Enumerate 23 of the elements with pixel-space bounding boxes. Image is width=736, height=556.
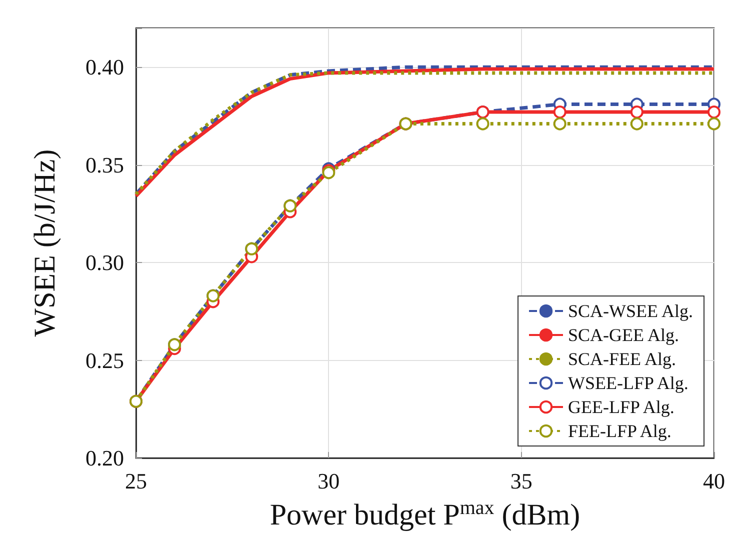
x-tick-label: 40	[703, 468, 725, 494]
point	[630, 106, 644, 119]
legend-label: WSEE-LFP Alg.	[568, 373, 688, 393]
legend-label: SCA-GEE Alg.	[568, 325, 680, 345]
y-tick-label: 0.40	[86, 54, 124, 80]
legend-label: SCA-WSEE Alg.	[568, 301, 694, 321]
y-axis-title: WSEE (b/J/Hz)	[28, 149, 62, 337]
x-tick-label: 25	[125, 468, 147, 494]
y-tick-label: 0.30	[86, 250, 124, 276]
x-tick-label: 35	[510, 468, 532, 494]
point	[476, 117, 490, 130]
y-tick-label: 0.35	[86, 152, 124, 178]
point	[553, 106, 566, 119]
legend-label: SCA-FEE Alg.	[568, 349, 676, 369]
legend-label: FEE-LFP Alg.	[568, 421, 672, 441]
point	[708, 117, 720, 130]
y-tick-label: 0.20	[86, 446, 124, 470]
legend-label: GEE-LFP Alg.	[568, 397, 674, 417]
point	[708, 106, 720, 119]
x-tick-label: 30	[318, 468, 340, 494]
y-tick-label: 0.25	[86, 348, 124, 373]
point	[553, 117, 566, 130]
point	[630, 117, 644, 130]
